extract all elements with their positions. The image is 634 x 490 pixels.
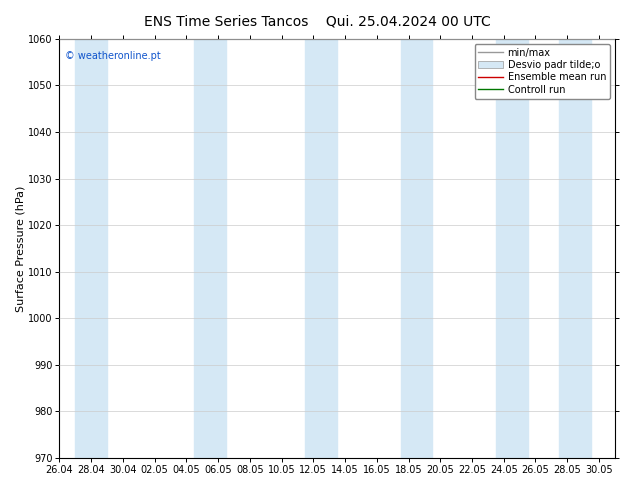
Bar <box>401 39 432 458</box>
Bar <box>496 39 527 458</box>
Bar <box>306 39 337 458</box>
Bar <box>75 39 107 458</box>
Text: © weatheronline.pt: © weatheronline.pt <box>65 51 160 61</box>
Bar <box>194 39 226 458</box>
Legend: min/max, Desvio padr tilde;o, Ensemble mean run, Controll run: min/max, Desvio padr tilde;o, Ensemble m… <box>474 44 610 98</box>
Y-axis label: Surface Pressure (hPa): Surface Pressure (hPa) <box>15 185 25 312</box>
Text: ENS Time Series Tancos    Qui. 25.04.2024 00 UTC: ENS Time Series Tancos Qui. 25.04.2024 0… <box>144 15 490 29</box>
Bar <box>559 39 591 458</box>
